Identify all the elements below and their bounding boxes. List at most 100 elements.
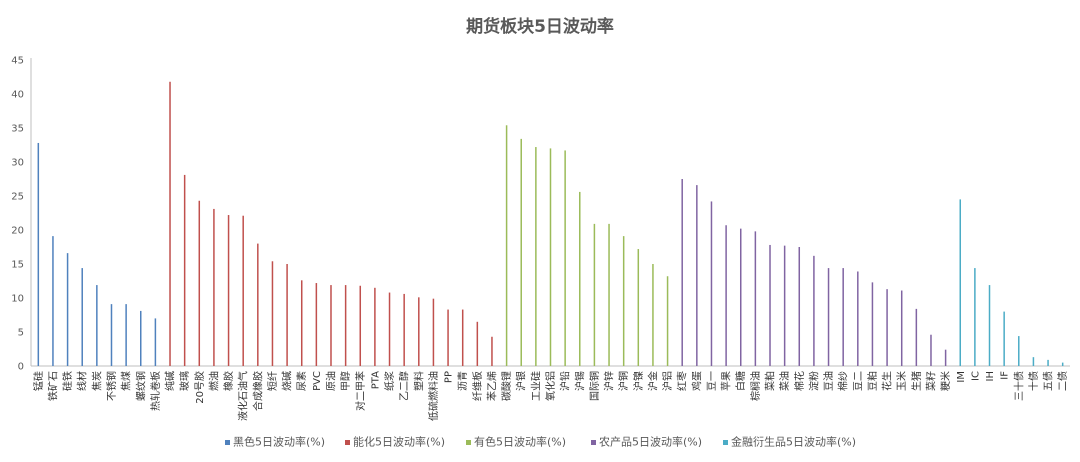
x-tick-label: 花生 bbox=[881, 371, 894, 391]
bar bbox=[213, 208, 215, 366]
bar bbox=[871, 282, 874, 366]
bar bbox=[769, 244, 771, 366]
x-tick-label: 乙二醇 bbox=[398, 371, 411, 401]
legend-label: 能化5日波动率(%) bbox=[353, 435, 445, 449]
bar bbox=[813, 255, 815, 366]
bar bbox=[520, 138, 522, 366]
bar bbox=[959, 199, 961, 366]
bar bbox=[725, 225, 727, 366]
x-tick-label: 玉米 bbox=[895, 371, 908, 391]
x-tick-label: 生猪 bbox=[910, 371, 923, 391]
bar bbox=[505, 125, 508, 366]
bar bbox=[344, 285, 347, 366]
x-tick-label: 合成橡胶 bbox=[251, 371, 264, 411]
y-tick-label: 5 bbox=[18, 328, 24, 339]
x-tick-label: IH bbox=[985, 371, 996, 381]
x-tick-label: 十债 bbox=[1027, 371, 1040, 391]
x-tick-label: 线材 bbox=[76, 371, 89, 391]
bar bbox=[81, 268, 83, 366]
bar bbox=[944, 349, 947, 366]
x-tick-label: PVC bbox=[312, 371, 323, 391]
bar bbox=[37, 142, 40, 366]
bar bbox=[271, 261, 274, 366]
legend-label: 农产品5日波动率(%) bbox=[599, 435, 702, 449]
x-tick-label: 淀粉 bbox=[807, 371, 820, 391]
x-tick-label: 棉花 bbox=[793, 371, 806, 391]
legend-swatch bbox=[225, 440, 230, 445]
bar bbox=[110, 304, 113, 366]
bar bbox=[300, 280, 303, 366]
x-tick-label: 螺纹钢 bbox=[134, 371, 147, 401]
x-tick-label: 橡胶 bbox=[222, 371, 235, 391]
bar bbox=[783, 245, 786, 366]
x-tick-label: 低硫燃料油 bbox=[427, 371, 440, 421]
bar bbox=[696, 185, 698, 366]
y-tick-label: 45 bbox=[11, 56, 24, 67]
bar bbox=[593, 223, 596, 366]
y-tick-label: 35 bbox=[11, 124, 24, 135]
x-tick-label: IF bbox=[1000, 371, 1011, 380]
bar bbox=[622, 236, 625, 366]
x-tick-label: 铁矿石 bbox=[46, 371, 59, 401]
bar bbox=[579, 191, 581, 366]
bar bbox=[988, 285, 991, 366]
bar bbox=[900, 290, 903, 366]
x-tick-label: 硅铁 bbox=[61, 371, 74, 391]
x-tick-label: 纤维板 bbox=[471, 371, 484, 401]
x-tick-label: 沪锡 bbox=[573, 371, 586, 391]
bar bbox=[608, 223, 610, 366]
bar bbox=[842, 268, 844, 366]
bar bbox=[140, 310, 142, 366]
legend: 黑色5日波动率(%) 能化5日波动率(%) 有色5日波动率(%) 农产品5日波动率(%… bbox=[225, 435, 856, 449]
y-tick-label: 15 bbox=[11, 260, 24, 271]
x-tick-label: 甲醇 bbox=[339, 371, 352, 391]
bar bbox=[125, 304, 127, 366]
x-tick-label: 玻璃 bbox=[178, 371, 191, 391]
x-tick-label: PP bbox=[444, 371, 455, 383]
bar bbox=[652, 264, 654, 366]
y-tick-label: 0 bbox=[18, 362, 24, 373]
x-tick-label: IM bbox=[956, 371, 967, 383]
bar bbox=[915, 308, 918, 366]
x-tick-label: 棉纱 bbox=[837, 371, 850, 391]
bar bbox=[315, 283, 318, 366]
x-tick-label: 塑料 bbox=[412, 371, 425, 391]
legend-swatch bbox=[591, 440, 596, 445]
x-tick-label: 豆粕 bbox=[866, 371, 879, 391]
x-tick-label: 豆二 bbox=[852, 371, 864, 391]
x-tick-label: 红枣 bbox=[676, 371, 689, 391]
x-tick-label: 苹果 bbox=[720, 371, 733, 391]
bar bbox=[1061, 362, 1064, 366]
x-tick-label: 燃油 bbox=[207, 371, 220, 391]
x-tick-label: 工业硅 bbox=[529, 371, 542, 401]
y-tick-label: 20 bbox=[11, 226, 24, 237]
legend-swatch bbox=[723, 440, 728, 445]
bar bbox=[710, 201, 713, 366]
bar bbox=[96, 285, 98, 366]
bar bbox=[359, 285, 362, 366]
bar bbox=[1018, 336, 1020, 366]
x-tick-label: 热轧卷板 bbox=[149, 371, 162, 411]
x-tick-label: 国际铜 bbox=[589, 371, 601, 401]
x-tick-label: 不锈钢 bbox=[105, 371, 118, 401]
x-tick-label: 菜油 bbox=[778, 371, 791, 391]
bar bbox=[198, 200, 201, 366]
bar bbox=[447, 309, 449, 366]
x-tick-label: 沪铝 bbox=[661, 371, 674, 391]
bar bbox=[286, 264, 288, 366]
x-tick-label: 豆油 bbox=[822, 371, 835, 391]
bar bbox=[827, 268, 830, 366]
bar bbox=[330, 285, 332, 366]
bar bbox=[418, 297, 420, 366]
x-tick-label: 短纤 bbox=[266, 371, 279, 391]
x-tick-label: 菜粕 bbox=[764, 371, 777, 391]
bar bbox=[549, 148, 552, 366]
x-tick-label: 豆一 bbox=[706, 371, 718, 391]
x-tick-label: 二债 bbox=[1056, 371, 1069, 391]
x-tick-label: 碳酸锂 bbox=[500, 371, 513, 401]
x-tick-label: 原油 bbox=[324, 371, 337, 391]
bar bbox=[52, 236, 54, 366]
bar bbox=[227, 215, 230, 366]
y-tick-label: 30 bbox=[11, 158, 24, 169]
